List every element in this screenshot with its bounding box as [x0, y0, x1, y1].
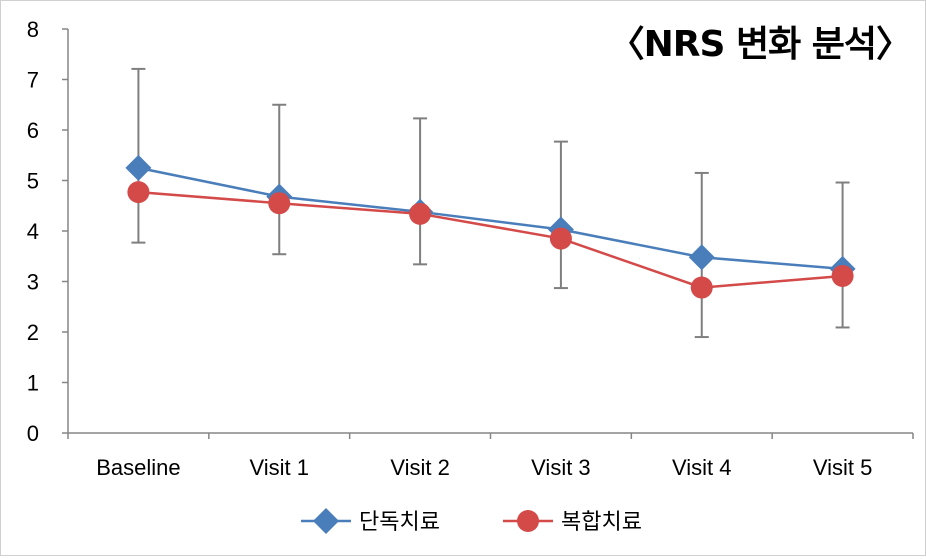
legend-marker-1 [313, 508, 339, 534]
legend-label-2: 복합치료 [561, 509, 642, 534]
series-line-1 [138, 166, 843, 271]
series-line-2 [138, 190, 843, 289]
data-point-series-2 [549, 227, 572, 250]
y-tick-label: 4 [27, 219, 39, 244]
x-tick-label: Visit 2 [390, 455, 450, 480]
data-point-series-2 [268, 192, 291, 215]
data-point-series-2 [127, 181, 150, 204]
y-tick-label: 0 [27, 421, 39, 446]
y-tick-label: 8 [27, 17, 39, 42]
y-tick-label: 3 [27, 270, 39, 295]
y-tick-label: 5 [27, 169, 39, 194]
y-tick-label: 7 [27, 68, 39, 93]
x-tick-label: Baseline [96, 455, 180, 480]
x-tick-label: Visit 4 [672, 455, 732, 480]
data-point-series-2 [409, 202, 432, 225]
y-tick-label: 1 [27, 371, 39, 396]
x-tick-label: Visit 5 [813, 455, 873, 480]
legend-label-1: 단독치료 [359, 509, 440, 534]
data-point-series-1 [125, 154, 152, 181]
chart-title: 〈NRS 변화 분석〉 [608, 24, 912, 65]
data-point-series-1 [688, 244, 715, 271]
y-tick-label: 2 [27, 320, 39, 345]
x-tick-label: Visit 3 [531, 455, 591, 480]
y-tick-label: 6 [27, 118, 39, 143]
legend-marker-2 [517, 510, 539, 532]
data-point-series-2 [690, 276, 713, 299]
x-tick-label: Visit 1 [249, 455, 309, 480]
data-point-series-2 [831, 264, 854, 287]
